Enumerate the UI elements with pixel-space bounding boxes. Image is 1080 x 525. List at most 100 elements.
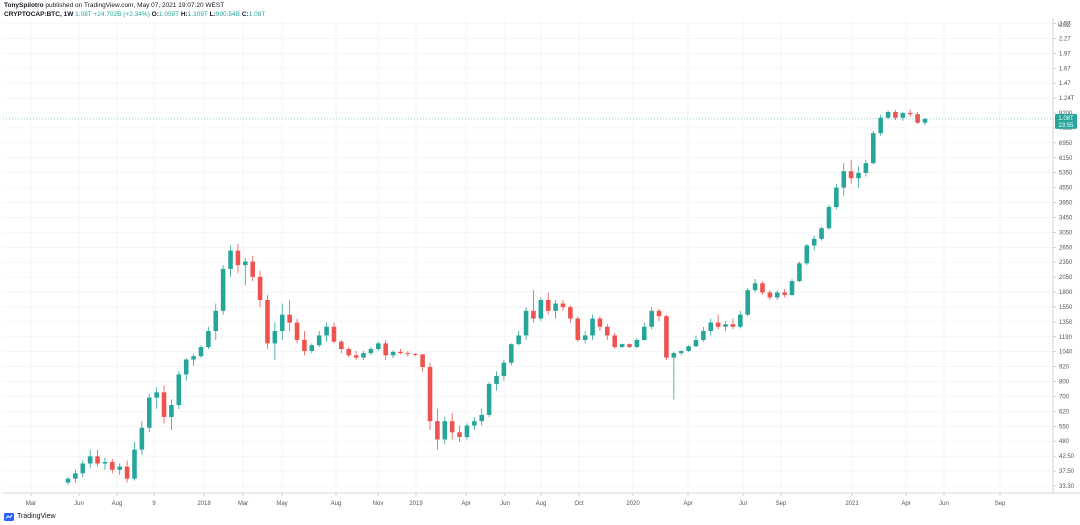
x-tick-label: Apr: [901, 501, 910, 507]
candle-down: [420, 354, 425, 368]
ohlc-low-value: 990.54B: [215, 11, 240, 18]
candle-up: [309, 345, 315, 352]
y-tick-label: 550: [1059, 424, 1070, 430]
candle-up: [154, 392, 159, 398]
x-tick-label: 9: [152, 501, 156, 507]
y-tick-label: 1.24T: [1059, 96, 1075, 102]
candle-down: [848, 171, 854, 179]
candle-up: [87, 456, 93, 464]
candle-up: [80, 463, 86, 474]
ohlc-open-value: 1.059T: [158, 11, 180, 18]
y-tick-label: 6150: [1059, 156, 1073, 162]
time-axis[interactable]: Mar Jun Aug 9 2018 Mar May Aug Nov 2019 Apr Jun Aug O…: [26, 493, 1006, 507]
candle-up: [649, 310, 654, 327]
x-tick-label: Oct: [574, 501, 584, 507]
candle-down: [715, 322, 721, 327]
price-change: +24.702B (+2.34%): [93, 11, 150, 18]
candle-down: [575, 318, 581, 340]
y-tick-label: 7930: [1059, 126, 1073, 132]
x-tick-label: Sep: [995, 501, 1006, 507]
y-tick-label: 1.47: [1059, 81, 1071, 87]
candle-up: [368, 348, 374, 354]
candle-up: [316, 335, 322, 346]
candle-up: [819, 228, 824, 239]
last-price: 1.08T: [75, 11, 92, 18]
candle-up: [523, 310, 529, 336]
candle-up: [213, 310, 219, 332]
candle-up: [841, 171, 847, 188]
x-tick-label: Jun: [500, 501, 510, 507]
candle-up: [176, 374, 182, 406]
candle-down: [353, 355, 359, 358]
x-tick-label: Aug: [536, 501, 547, 507]
x-tick-label: Apr: [461, 501, 470, 507]
candle-up: [169, 405, 174, 417]
candle-up: [641, 326, 647, 340]
x-tick-label: 2019: [409, 501, 423, 507]
tradingview-logo-icon: [4, 513, 14, 521]
candle-down: [449, 421, 455, 433]
candle-up: [486, 383, 492, 415]
y-tick-label: 1350: [1059, 320, 1073, 326]
candle-up: [516, 335, 521, 345]
publish-line: TonySpilotro published on TradingView.co…: [4, 1, 904, 10]
candle-up: [900, 113, 906, 118]
candle-up: [479, 414, 485, 422]
candle-up: [834, 187, 839, 208]
candle-up: [870, 133, 876, 164]
last-price-badge: [1055, 113, 1077, 129]
candle-up: [183, 359, 189, 375]
candle-up: [390, 351, 396, 356]
x-tick-label: Sep: [776, 501, 787, 507]
bar-countdown: 23:55: [1058, 123, 1074, 129]
candle-up: [745, 290, 750, 315]
candle-down: [597, 318, 603, 327]
candle-up: [472, 421, 477, 426]
candle-down: [405, 353, 411, 355]
symbol-label: CRYPTOCAP:BTC, 1W: [4, 11, 74, 18]
x-tick-label: May: [276, 501, 287, 507]
candle-up: [324, 326, 329, 336]
ohlc-high-value: 1.109T: [187, 11, 208, 18]
y-tick-label: 37.50: [1059, 469, 1075, 475]
ohlc-close-value: 1.08T: [248, 11, 266, 18]
footer-brand[interactable]: TradingView: [4, 512, 56, 522]
candle-down: [767, 292, 773, 298]
candle-up: [634, 340, 640, 348]
candle-up: [102, 461, 108, 464]
candle-up: [538, 300, 544, 319]
y-tick-label: 2050: [1059, 275, 1073, 281]
candle-down: [339, 341, 344, 349]
candle-down: [760, 283, 765, 293]
candle-up: [701, 331, 706, 340]
x-tick-label: Apr: [683, 501, 692, 507]
x-tick-label: Nov: [373, 501, 384, 507]
ohlc-close-key: C:: [241, 11, 249, 18]
candle-up: [738, 314, 743, 327]
y-tick-label: 5350: [1059, 171, 1073, 177]
candles-layer: [65, 109, 928, 485]
candle-up: [686, 346, 691, 352]
y-tick-label: 480: [1059, 439, 1070, 445]
candle-up: [619, 344, 625, 348]
y-tick-label: 2.57: [1059, 22, 1071, 28]
y-tick-label: 33.30: [1059, 484, 1075, 490]
candle-up: [797, 263, 802, 282]
candle-up: [139, 427, 145, 450]
ohlc-high-key: H:: [180, 11, 188, 18]
x-tick-label: Jul: [739, 501, 747, 507]
axis-unit-label: USD: [1058, 23, 1071, 29]
price-axis[interactable]: USD2.572.271.971.671.471.24T920079306950…: [1053, 22, 1075, 491]
candle-up: [878, 117, 883, 134]
candle-down: [893, 112, 898, 118]
y-tick-label: 2.27: [1059, 36, 1071, 42]
candle-up: [65, 478, 71, 483]
candle-down: [257, 276, 263, 300]
candle-up: [73, 473, 78, 479]
y-tick-label: 1.97: [1059, 51, 1071, 57]
candle-up: [198, 347, 204, 357]
candle-up: [671, 353, 677, 358]
y-tick-label: 920: [1059, 365, 1070, 371]
candle-up: [856, 172, 861, 179]
